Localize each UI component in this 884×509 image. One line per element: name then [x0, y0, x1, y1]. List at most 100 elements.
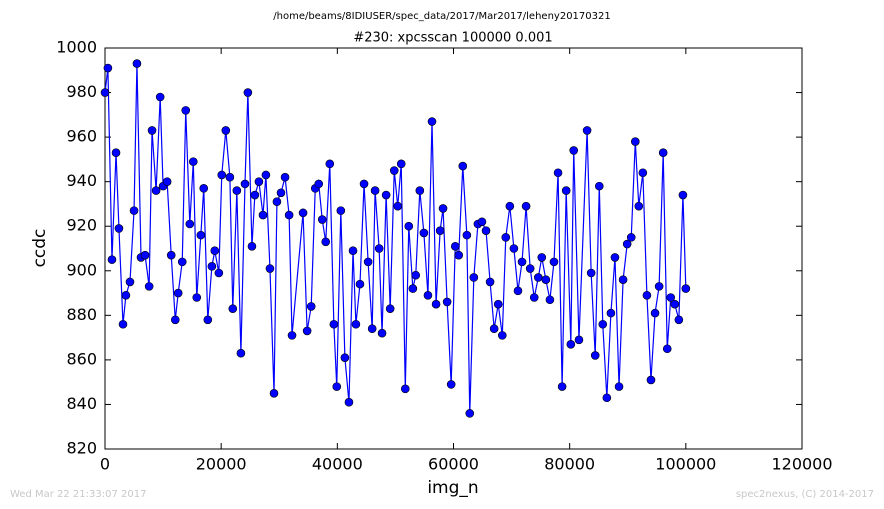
chart-title: #230: xpcsscan 100000 0.001: [353, 31, 552, 46]
data-point: [359, 179, 369, 189]
data-point: [404, 221, 414, 231]
data-point: [666, 293, 676, 302]
data-point: [210, 246, 220, 256]
data-point: [132, 59, 142, 68]
data-point: [545, 295, 555, 305]
data-point: [517, 257, 527, 267]
data-point: [177, 257, 187, 267]
data-point: [162, 177, 172, 186]
data-point: [284, 210, 294, 220]
data-point: [377, 328, 387, 338]
data-point: [147, 126, 157, 135]
data-point: [214, 268, 224, 278]
data-point: [513, 286, 523, 296]
data-point: [423, 290, 433, 300]
data-point: [681, 284, 691, 293]
data-point: [129, 206, 139, 215]
data-point: [166, 250, 176, 260]
data-point: [140, 250, 150, 260]
footer-right: spec2nexus, (C) 2014-2017: [736, 489, 874, 500]
data-point: [355, 279, 365, 289]
data-point: [658, 148, 668, 158]
data-point: [103, 63, 113, 73]
data-point: [458, 161, 468, 171]
data-point: [614, 382, 624, 391]
y-tick-label: 900: [66, 260, 97, 279]
x-tick-label: 80000: [544, 455, 595, 474]
y-tick-label: 840: [66, 394, 97, 413]
suptitle: /home/beams/8IDIUSER/spec_data/2017/Mar2…: [273, 11, 610, 22]
data-point: [606, 308, 616, 318]
data-point: [217, 170, 227, 180]
data-point: [489, 324, 499, 334]
x-tick-label: 0: [100, 455, 110, 474]
data-point: [477, 217, 487, 227]
data-point: [598, 319, 608, 329]
data-point: [590, 351, 600, 360]
x-tick-label: 100000: [655, 455, 716, 474]
data-point: [415, 186, 425, 195]
data-point: [411, 270, 421, 280]
data-point: [674, 315, 684, 325]
data-point: [370, 186, 380, 195]
data-point: [529, 293, 539, 302]
y-tick-label: 960: [66, 127, 97, 146]
data-point: [247, 241, 257, 251]
data-point: [329, 319, 339, 329]
data-point: [650, 308, 660, 318]
data-point: [265, 264, 275, 273]
data-point: [626, 233, 636, 242]
data-point: [408, 284, 418, 293]
data-point: [114, 224, 124, 233]
data-point: [207, 262, 217, 271]
y-tick-label: 880: [66, 305, 97, 324]
data-point: [622, 239, 632, 249]
data-point: [243, 88, 253, 97]
data-point: [181, 106, 191, 115]
data-point: [566, 339, 576, 349]
data-point: [602, 393, 612, 403]
data-point: [340, 353, 350, 362]
data-point: [631, 137, 640, 146]
data-point: [469, 273, 479, 282]
data-point: [549, 257, 559, 267]
data-point: [261, 170, 271, 180]
data-point: [509, 244, 519, 253]
data-point: [446, 380, 456, 389]
y-tick-label: 920: [66, 216, 97, 235]
x-axis-label: img_n: [427, 478, 478, 498]
data-point: [374, 244, 384, 253]
data-point: [438, 204, 448, 213]
data-point: [236, 348, 246, 358]
data-point: [493, 299, 503, 309]
data-point: [151, 186, 161, 195]
x-tick-label: 20000: [196, 455, 247, 474]
data-point: [314, 179, 324, 189]
data-point: [419, 228, 429, 238]
y-tick-label: 1000: [56, 38, 97, 57]
data-point: [521, 201, 531, 211]
y-tick-label: 820: [66, 439, 97, 458]
data-point: [344, 397, 354, 407]
data-point: [192, 293, 202, 302]
data-point: [121, 290, 131, 300]
x-tick-label: 120000: [771, 455, 832, 474]
x-tick-label: 40000: [312, 455, 363, 474]
data-point: [280, 172, 290, 182]
data-point: [642, 290, 652, 300]
data-point: [367, 324, 377, 334]
data-point: [317, 215, 327, 224]
data-point: [481, 226, 491, 235]
data-point: [586, 268, 596, 278]
data-point: [306, 302, 316, 311]
data-point: [170, 315, 180, 325]
data-point: [501, 233, 511, 242]
data-point: [662, 344, 672, 354]
data-point: [228, 304, 238, 313]
data-point: [427, 117, 437, 126]
data-point: [258, 210, 268, 220]
data-point: [634, 201, 644, 211]
data-point: [393, 201, 403, 211]
